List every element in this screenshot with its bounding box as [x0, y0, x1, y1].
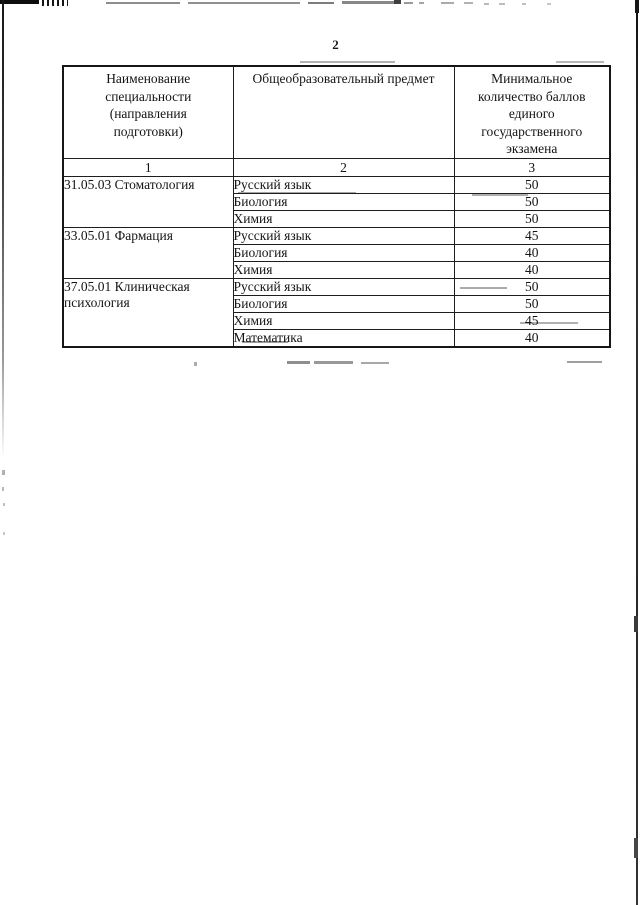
admission-min-scores-table: Наименование специальности (направления … [62, 65, 611, 348]
scan-artifact-ghost-line [556, 61, 604, 63]
table-row: Химия 45 [63, 311, 611, 330]
column-numbers-row: 1 2 3 [62, 157, 611, 177]
score-cell: 45 [453, 311, 611, 330]
scan-artifact-top-dash [394, 0, 401, 4]
specialty-cell: 31.05.03 Стоматология [62, 175, 234, 228]
scan-artifact-left-border [2, 0, 4, 460]
scan-artifact-left-dot [2, 470, 5, 475]
score-cell: 50 [453, 209, 611, 228]
subject-cell: Биология [232, 192, 455, 211]
scan-artifact-ghost-line [300, 61, 395, 63]
subject-cell: Русский язык [232, 226, 455, 245]
page-number: 2 [332, 37, 339, 52]
score-cell: 50 [453, 192, 611, 211]
column-number: 3 [453, 157, 611, 177]
scan-artifact-right-cap [635, 0, 639, 13]
table-row: Биология 50 [63, 192, 611, 211]
scan-artifact-top-dash [404, 2, 413, 4]
scan-artifact-top-dash [342, 1, 394, 4]
scan-artifact-tick-marks [42, 0, 68, 6]
header-specialty: Наименование специальности (направления … [62, 65, 234, 159]
score-cell: 45 [453, 226, 611, 245]
table-row: 31.05.03 Стоматология Русский язык 50 [62, 175, 611, 228]
column-number: 2 [232, 157, 455, 177]
table-row: 33.05.01 Фармация Русский язык 45 [62, 226, 611, 279]
scan-artifact-left-dot [3, 532, 5, 535]
specialty-cell: 33.05.01 Фармация [62, 226, 234, 279]
scan-artifact-ghost-line [314, 361, 353, 364]
table-row: Биология 40 [63, 243, 611, 262]
subject-cell: Химия [232, 260, 455, 279]
score-cell: 50 [453, 175, 611, 194]
header-min-score: Минимальное количество баллов единого го… [453, 65, 611, 159]
scan-artifact-top-dash [106, 2, 180, 4]
table-row: Математика 40 [63, 328, 611, 347]
subject-cell: Химия [232, 209, 455, 228]
header-subject: Общеобразовательный предмет [232, 65, 455, 159]
scan-artifact-top-dash [484, 3, 489, 5]
scan-artifact-top-dash [547, 3, 551, 5]
table-row: 37.05.01 Клиническая психология Русский … [62, 277, 611, 347]
scan-artifact-right-blob [634, 838, 638, 858]
score-cell: 40 [453, 260, 611, 279]
scan-artifact-right-border [636, 0, 638, 905]
scan-artifact-ghost-line [567, 361, 602, 363]
column-number: 1 [62, 157, 234, 177]
scan-artifact-right-blob [634, 616, 638, 632]
scan-artifact-left-dot [2, 487, 4, 491]
table-header-row: Наименование специальности (направления … [62, 65, 611, 159]
subject-cell: Русский язык [232, 175, 455, 194]
scan-artifact-ghost-line [361, 362, 389, 364]
subject-cell: Биология [232, 294, 455, 313]
scan-artifact-top-dash [441, 2, 454, 4]
score-cell: 50 [453, 277, 611, 296]
scan-artifact-top-dash [522, 3, 526, 5]
score-cell: 50 [453, 294, 611, 313]
scan-artifact-top-dash [308, 2, 334, 4]
scan-artifact-top-dash [419, 2, 424, 4]
scan-artifact-ghost-line [287, 361, 310, 364]
subject-cell: Биология [232, 243, 455, 262]
score-cell: 40 [453, 328, 611, 347]
table-row: Биология 50 [63, 294, 611, 313]
scan-artifact-top-left-bar [0, 0, 39, 4]
table-container: Наименование специальности (направления … [62, 65, 611, 348]
scan-artifact-top-dash [188, 2, 300, 4]
scan-artifact-left-dot [3, 503, 5, 506]
subject-cell: Химия [232, 311, 455, 330]
scan-artifact-speck [194, 362, 197, 366]
score-cell: 40 [453, 243, 611, 262]
subject-cell: Математика [232, 328, 455, 347]
scan-artifact-top-dash [464, 2, 473, 4]
specialty-cell: 37.05.01 Клиническая психология [62, 277, 234, 347]
scan-artifact-top-dash [499, 3, 505, 5]
subject-cell: Русский язык [232, 277, 455, 296]
